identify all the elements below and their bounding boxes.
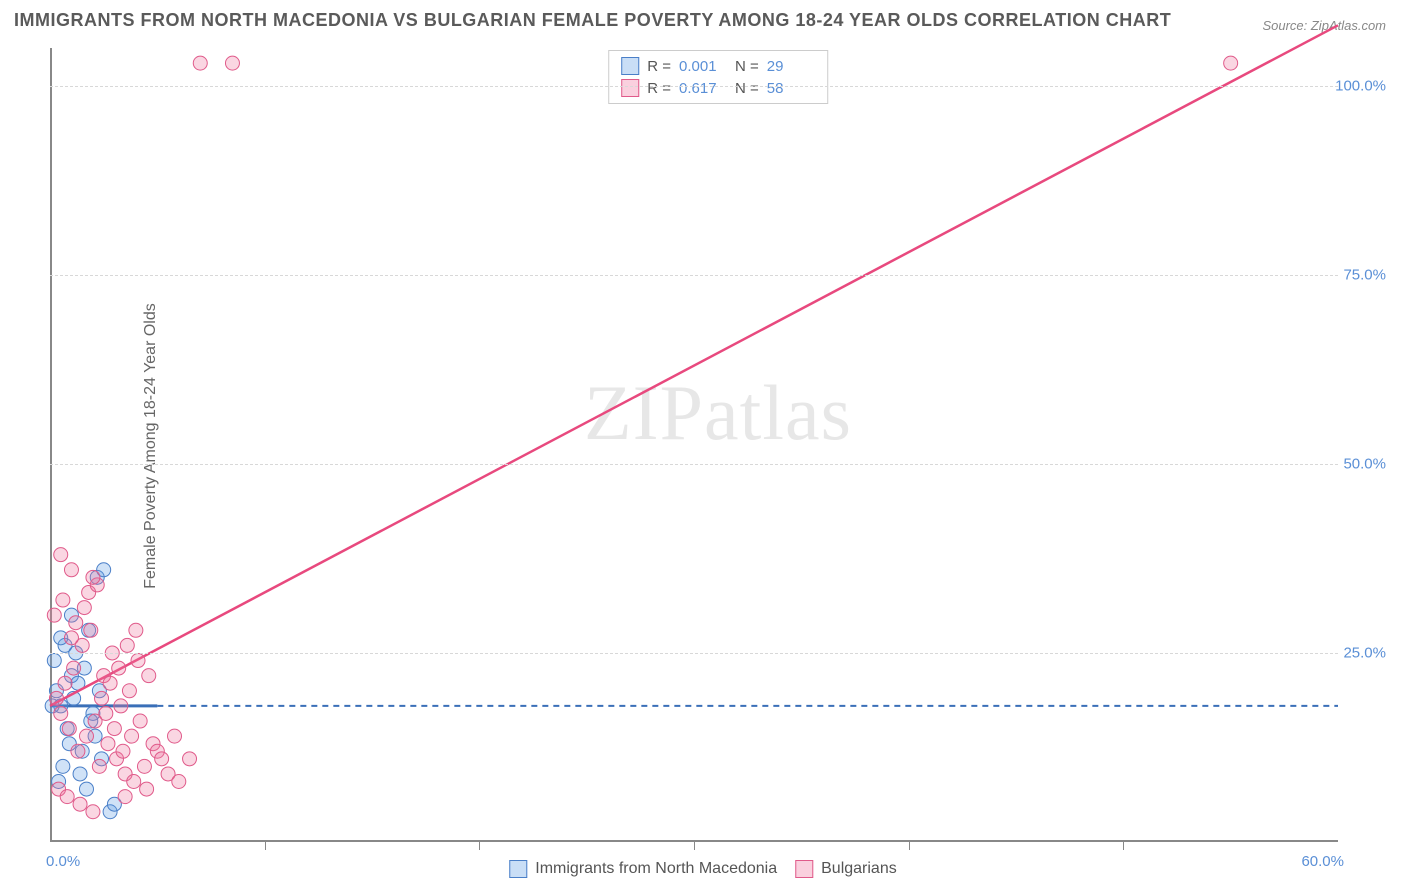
r-value-1: 0.617 <box>679 80 727 97</box>
swatch-pink-icon <box>621 79 639 97</box>
legend-item-1: Bulgarians <box>795 860 897 878</box>
swatch-blue-icon <box>621 57 639 75</box>
swatch-blue-icon <box>509 860 527 878</box>
r-label: R = <box>647 58 671 75</box>
legend-label-0: Immigrants from North Macedonia <box>535 860 777 878</box>
chart-plot-area: ZIPatlas R = 0.001 N = 29 R = 0.617 N = … <box>50 48 1386 842</box>
legend-row-series-0: R = 0.001 N = 29 <box>621 55 815 77</box>
y-tick-label: 75.0% <box>1343 266 1386 283</box>
r-value-0: 0.001 <box>679 58 727 75</box>
legend-row-series-1: R = 0.617 N = 58 <box>621 77 815 99</box>
x-tick-label-min: 0.0% <box>46 853 80 870</box>
series-legend: Immigrants from North Macedonia Bulgaria… <box>509 860 896 878</box>
x-tick <box>909 842 910 850</box>
gridline <box>50 464 1338 465</box>
correlation-legend: R = 0.001 N = 29 R = 0.617 N = 58 <box>608 50 828 104</box>
n-value-0: 29 <box>767 58 815 75</box>
y-tick-label: 50.0% <box>1343 455 1386 472</box>
y-tick-label: 100.0% <box>1335 77 1386 94</box>
n-label: N = <box>735 80 759 97</box>
x-tick <box>479 842 480 850</box>
gridline <box>50 275 1338 276</box>
x-tick-label-max: 60.0% <box>1301 853 1344 870</box>
n-value-1: 58 <box>767 80 815 97</box>
source-attribution: Source: ZipAtlas.com <box>1262 18 1386 33</box>
gridline <box>50 653 1338 654</box>
x-tick <box>694 842 695 850</box>
n-label: N = <box>735 58 759 75</box>
x-tick <box>265 842 266 850</box>
scatter-svg <box>50 48 1386 842</box>
chart-title: IMMIGRANTS FROM NORTH MACEDONIA VS BULGA… <box>14 10 1171 31</box>
swatch-pink-icon <box>795 860 813 878</box>
legend-item-0: Immigrants from North Macedonia <box>509 860 777 878</box>
legend-label-1: Bulgarians <box>821 860 897 878</box>
x-tick <box>1123 842 1124 850</box>
gridline <box>50 86 1338 87</box>
y-tick-label: 25.0% <box>1343 644 1386 661</box>
r-label: R = <box>647 80 671 97</box>
